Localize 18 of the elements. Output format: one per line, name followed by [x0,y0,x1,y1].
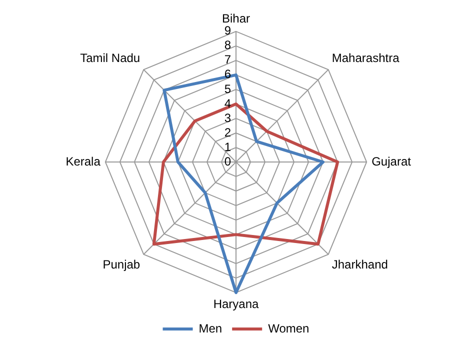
spoke-label: Gujarat [372,154,412,168]
spoke-label: Tamil Nadu [80,51,140,66]
y-tick-label: 5 [224,82,232,96]
y-tick-label: 1 [224,140,232,154]
y-tick-label: 8 [224,38,232,52]
legend-label: Men [198,321,222,336]
spoke-label: Haryana [213,297,260,312]
spoke-label: Jharkhand [332,257,388,272]
spoke-label: Bihar [222,12,250,26]
spoke-label: Punjab [102,257,140,272]
spoke-label: Kerala [66,154,101,168]
y-tick-label: 3 [224,110,232,125]
legend-label: Women [268,321,310,336]
y-tick-label: 9 [224,24,232,38]
spoke-label: Maharashtra [332,51,400,66]
y-tick-label: 2 [224,125,232,140]
y-tick-label: 0 [224,154,232,168]
y-tick-label: 7 [224,52,232,67]
